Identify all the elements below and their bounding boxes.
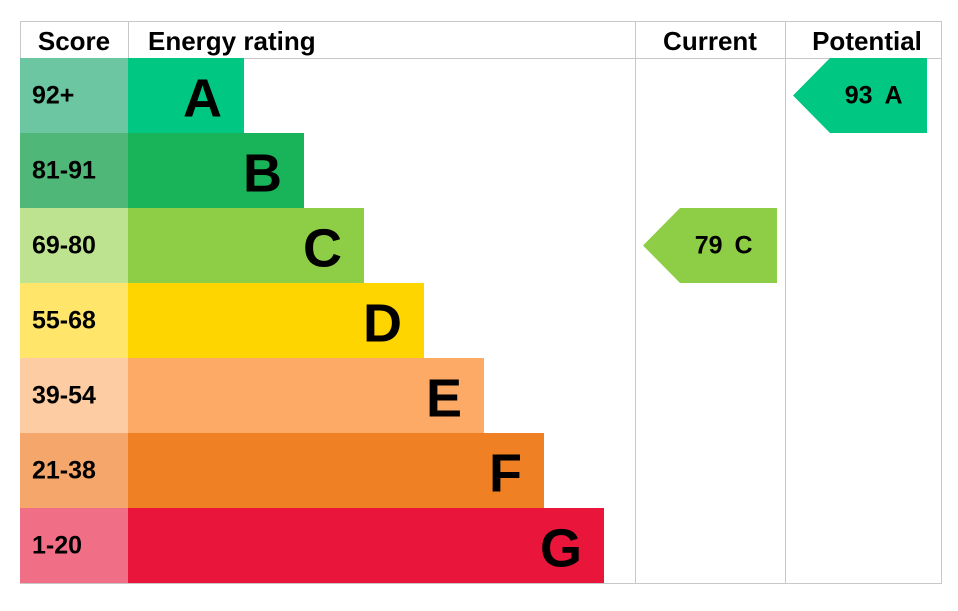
header-score: Score	[38, 26, 110, 56]
current-arrow	[643, 208, 777, 283]
current-value: 79	[695, 232, 723, 260]
score-label: 69-80	[32, 232, 96, 260]
rating-bar	[128, 433, 544, 508]
score-cell	[20, 283, 128, 358]
potential-value: 93	[845, 82, 873, 110]
rating-letter: D	[363, 294, 402, 354]
rating-letter: C	[303, 219, 342, 279]
header-energy-rating: Energy rating	[148, 26, 316, 56]
score-cell	[20, 358, 128, 433]
score-cell	[20, 58, 128, 133]
score-label: 81-91	[32, 157, 96, 185]
rating-letter: A	[183, 69, 222, 129]
rating-bar	[128, 283, 424, 358]
score-cell	[20, 433, 128, 508]
rating-bar	[128, 208, 364, 283]
score-label: 55-68	[32, 307, 96, 335]
rating-letter: B	[243, 144, 282, 204]
current-letter: C	[735, 232, 753, 260]
score-cell	[20, 133, 128, 208]
potential-letter: A	[885, 82, 903, 110]
rating-bar	[128, 133, 304, 208]
score-label: 1-20	[32, 532, 82, 560]
score-cell	[20, 508, 128, 583]
potential-arrow	[793, 58, 927, 133]
score-cell	[20, 208, 128, 283]
rating-bar	[128, 508, 604, 583]
rating-bar	[128, 58, 244, 133]
score-label: 21-38	[32, 457, 96, 485]
score-label: 39-54	[32, 382, 96, 410]
rating-bar	[128, 358, 484, 433]
score-label: 92+	[32, 82, 74, 110]
rating-letter: F	[489, 444, 522, 504]
header-current: Current	[663, 26, 757, 56]
rating-letter: G	[540, 519, 582, 579]
header-potential: Potential	[812, 26, 922, 56]
rating-letter: E	[426, 369, 462, 429]
